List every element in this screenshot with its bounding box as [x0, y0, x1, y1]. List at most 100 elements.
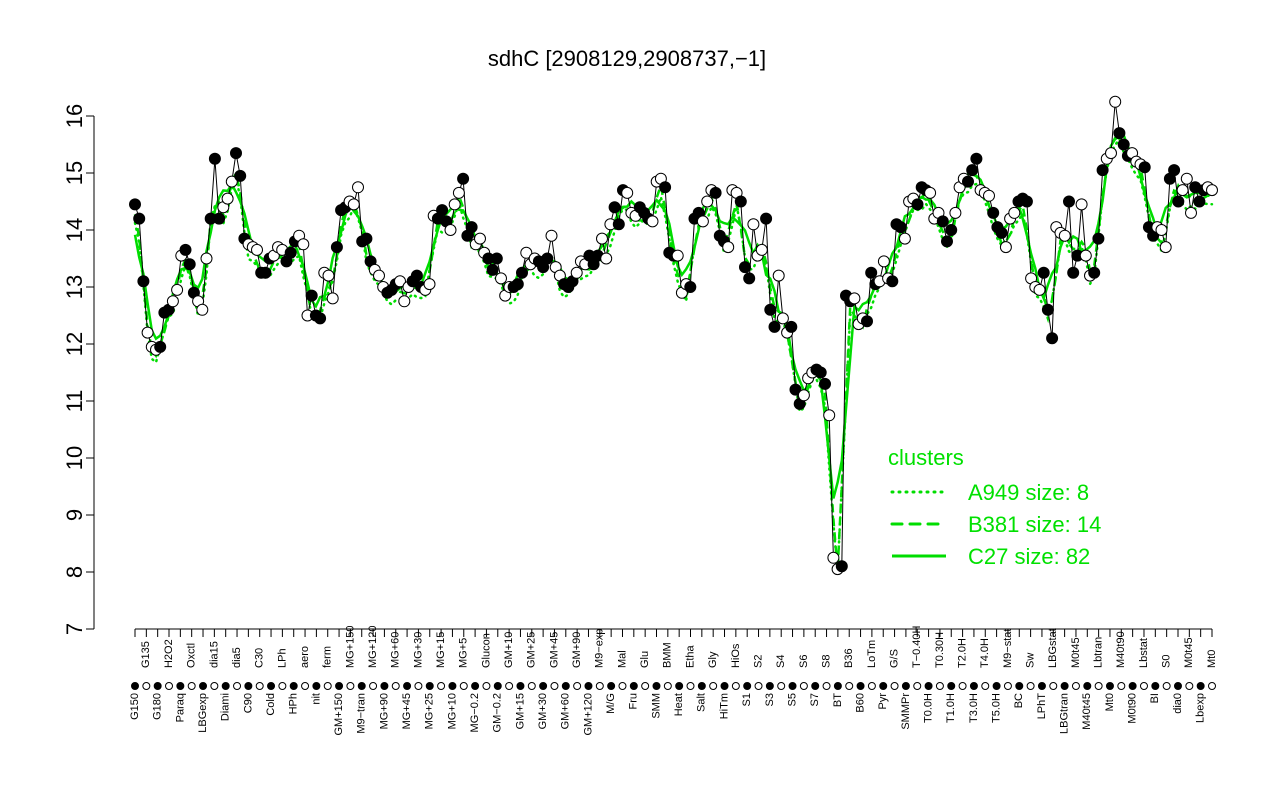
x-tick-label: HiOs	[730, 643, 742, 668]
data-point	[1159, 241, 1172, 254]
x-tick-label: GM+45	[548, 632, 560, 668]
x-marker	[255, 682, 264, 690]
x-tick-label: MG−0.2	[469, 693, 481, 732]
x-tick-label: GM+25	[526, 632, 538, 668]
x-marker	[1173, 682, 1182, 690]
x-marker	[1117, 682, 1126, 690]
x-tick-label: MG+5	[458, 638, 470, 668]
x-marker	[901, 682, 910, 690]
x-tick-label: M0t45	[1183, 637, 1195, 668]
x-marker	[493, 682, 502, 690]
data-point	[208, 152, 221, 165]
x-tick-label: H2O2	[163, 639, 175, 668]
x-tick-label: G150	[129, 693, 141, 720]
x-marker	[1105, 682, 1114, 690]
x-marker	[1151, 682, 1160, 690]
x-marker	[176, 682, 185, 690]
data-point	[448, 198, 461, 211]
x-marker	[675, 682, 684, 690]
x-tick-label: Fru	[628, 693, 640, 710]
data-point	[789, 383, 802, 396]
x-marker	[777, 682, 786, 690]
y-tick-label: 9	[62, 509, 87, 521]
x-tick-label: LBGstat	[1047, 628, 1059, 668]
data-point	[330, 241, 343, 254]
x-marker	[550, 682, 559, 690]
x-marker	[482, 682, 491, 690]
y-tick-label: 10	[62, 446, 87, 470]
data-point	[213, 212, 226, 225]
x-marker	[1128, 682, 1137, 690]
x-tick-label: Gly	[707, 651, 719, 668]
data-point	[1193, 195, 1206, 208]
x-tick-label: Mt0	[1206, 650, 1218, 668]
x-marker	[289, 682, 298, 690]
x-marker	[505, 682, 514, 690]
x-tick-label: M40t90	[1115, 631, 1127, 668]
data-point	[541, 252, 554, 265]
data-point	[410, 269, 423, 282]
x-tick-label: BMM	[662, 642, 674, 668]
data-point	[221, 192, 234, 205]
x-marker	[754, 682, 763, 690]
x-marker	[142, 682, 151, 690]
x-marker	[1185, 682, 1194, 690]
y-tick-label: 7	[62, 623, 87, 635]
data-point	[545, 229, 558, 242]
data-point	[814, 366, 827, 379]
x-tick-label: Diami	[220, 693, 232, 721]
data-point	[962, 175, 974, 188]
x-tick-label: SMM	[650, 693, 662, 719]
data-point	[326, 292, 339, 305]
data-point	[941, 235, 953, 248]
data-point	[1105, 147, 1117, 160]
data-point	[284, 246, 297, 259]
x-marker	[607, 682, 616, 690]
legend-label: C27 size: 82	[968, 544, 1090, 569]
data-point	[171, 283, 184, 296]
x-marker	[584, 682, 593, 690]
x-tick-label: GM+90	[571, 632, 583, 668]
x-tick-label: LBGtran	[1059, 693, 1071, 734]
x-tick-label: HPh	[288, 693, 300, 714]
x-tick-label: T0.0H	[922, 693, 934, 723]
x-marker	[731, 682, 740, 690]
x-tick-label: Sw	[1025, 653, 1037, 668]
data-point	[911, 198, 924, 211]
x-marker	[403, 682, 412, 690]
x-tick-label: SMMPr	[900, 693, 912, 730]
x-marker	[947, 682, 956, 690]
data-point	[495, 272, 507, 285]
x-marker	[391, 682, 400, 690]
x-tick-label: M0t90	[1127, 693, 1139, 724]
data-point	[684, 281, 697, 293]
data-point	[129, 198, 141, 211]
x-tick-label: T1.0H	[945, 693, 957, 723]
data-point	[1092, 232, 1105, 245]
x-marker	[958, 682, 967, 690]
x-marker	[1060, 682, 1069, 690]
data-point	[659, 181, 672, 194]
x-marker	[131, 682, 139, 690]
x-axis: G150 G135 G180 H2O2 Paraq Oxctl LBGexp dia15 Dia…	[129, 625, 1218, 735]
data-point	[760, 212, 773, 225]
x-marker	[1139, 682, 1148, 690]
x-marker	[697, 682, 706, 690]
data-point	[827, 551, 840, 564]
x-tick-label: M9−tran	[356, 693, 368, 734]
x-tick-label: Lbtran	[1093, 637, 1105, 668]
data-point	[305, 289, 318, 302]
data-point	[886, 275, 899, 288]
data-point	[1176, 184, 1189, 197]
x-tick-label: dia15	[208, 641, 220, 668]
x-tick-label: MG+120	[367, 626, 379, 669]
x-tick-label: GM+15	[514, 693, 526, 729]
data-point	[835, 560, 848, 573]
x-tick-label: S1	[741, 693, 753, 706]
data-point	[861, 315, 873, 328]
data-point	[347, 198, 360, 211]
data-point	[772, 269, 785, 282]
data-point	[1117, 138, 1130, 151]
data-point	[436, 204, 449, 217]
data-point	[398, 295, 411, 308]
